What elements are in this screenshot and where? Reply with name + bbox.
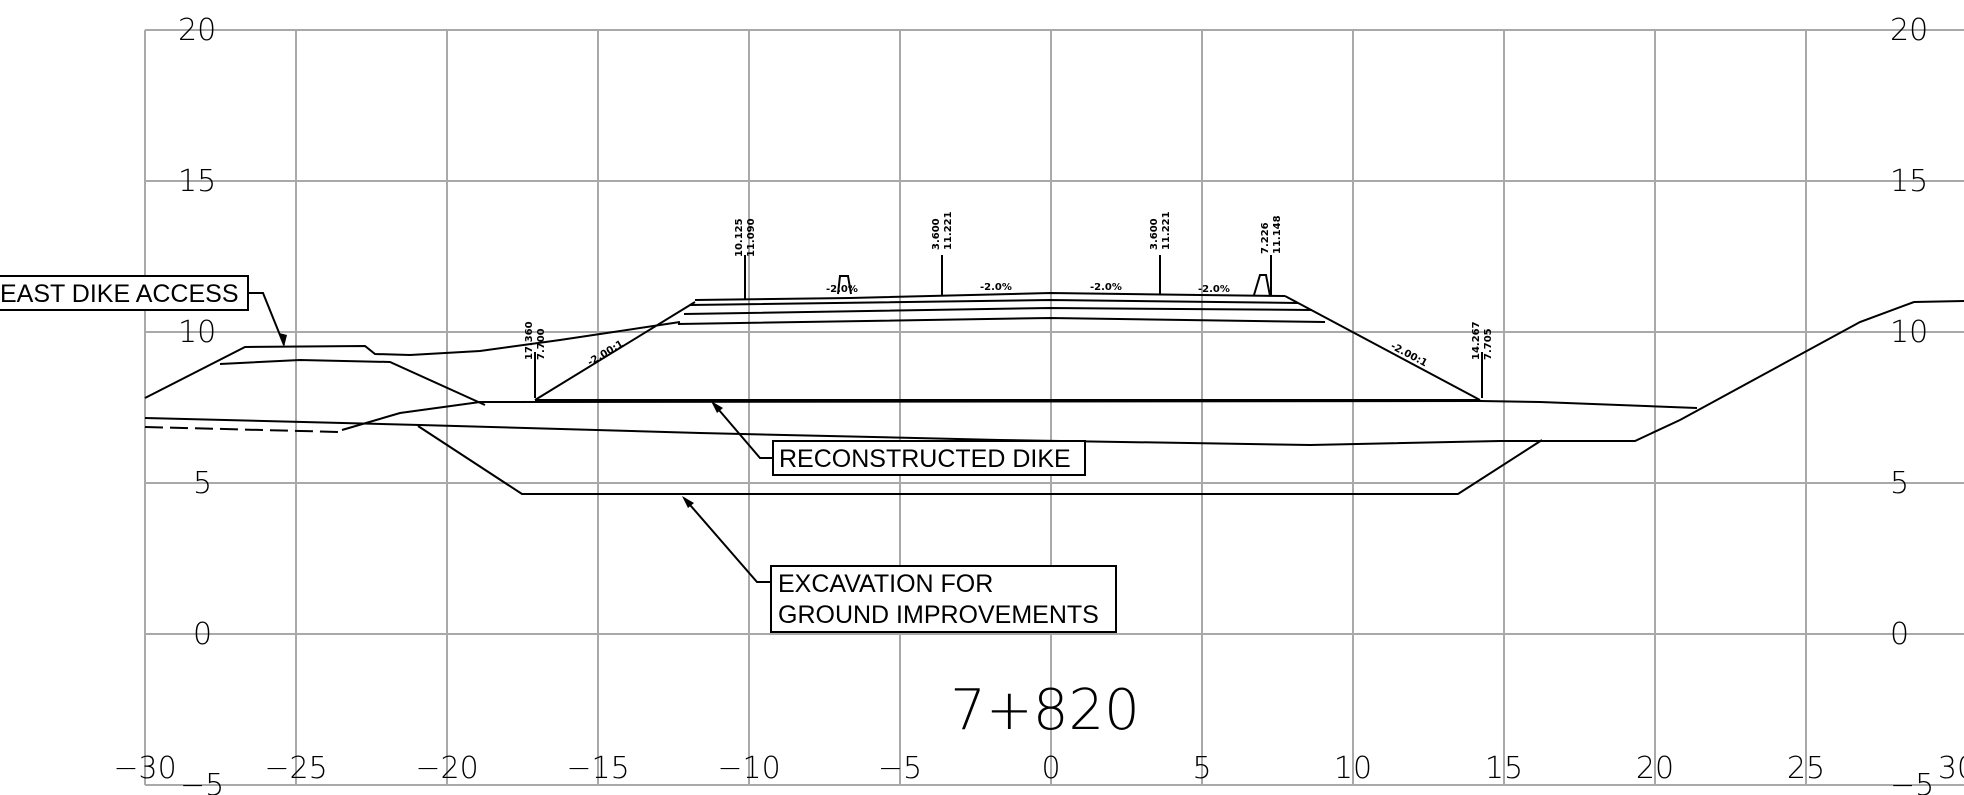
crown-slope-label: -2.0%: [826, 284, 858, 295]
point-offset-label: 17.360: [524, 321, 535, 360]
crown-slope-label: -2.0%: [980, 282, 1012, 293]
x-tick-label: 10: [1334, 751, 1372, 786]
point-station-labels: 17.360 7.700 10.125 11.090 3.600 11.221 …: [524, 211, 1494, 360]
callout-reconstructed-dike: RECONSTRUCTED DIKE: [711, 401, 1086, 476]
y-tick-label: 10: [1890, 315, 1928, 350]
y-axis-left: 20 15 10 5 0 −5: [178, 13, 224, 795]
point-elev-label: 11.221: [1161, 211, 1172, 250]
point-offset-label: 7.226: [1260, 222, 1271, 254]
x-tick-label: −5: [878, 751, 922, 786]
dike-right-slope: [1284, 295, 1481, 401]
dike-crest-layer-4: [677, 316, 1326, 325]
x-tick-label: 15: [1485, 751, 1523, 786]
crown-slope-label: -2.0%: [1198, 284, 1230, 295]
arrowhead-icon: [682, 496, 694, 508]
dike-left-slope: [534, 301, 696, 401]
grid: [144, 29, 1964, 786]
y-tick-label: 20: [1890, 13, 1928, 48]
y-tick-label: 20: [178, 13, 216, 48]
dike-crest-layer-3: [683, 306, 1313, 315]
crown-slope-label: -2.0%: [1090, 282, 1122, 293]
callout-text: RECONSTRUCTED DIKE: [779, 445, 1071, 473]
y-tick-label: 15: [1890, 164, 1928, 199]
east-dike-access-top: [144, 321, 681, 399]
x-tick-label: 20: [1636, 751, 1674, 786]
x-tick-label: −15: [566, 751, 629, 786]
point-elev-label: 11.090: [746, 218, 757, 257]
station-label: 7+820: [950, 678, 1139, 743]
dike-base: [341, 399, 1698, 431]
reconstructed-dike: [341, 291, 1698, 431]
y-tick-label: 5: [1890, 466, 1909, 501]
point-offset-label: 10.125: [734, 218, 745, 257]
slope-labels: -2.00:1 -2.00:1 -2.0% -2.0% -2.0% -2.0%: [586, 282, 1429, 369]
y-tick-label: 0: [1890, 617, 1909, 652]
point-offset-label: 3.600: [931, 218, 942, 250]
x-tick-label: −25: [264, 751, 327, 786]
right-curb-icon: [1253, 274, 1271, 297]
point-elev-label: 11.221: [943, 211, 954, 250]
callout-text: EAST DIKE ACCESS: [0, 280, 239, 308]
y-tick-label: 15: [178, 164, 216, 199]
y-axis-right: 20 15 10 5 0 −5: [1890, 13, 1934, 795]
dike-crest: [694, 291, 1286, 301]
point-offset-label: 3.600: [1149, 218, 1160, 250]
x-axis: −30 −25 −20 −15 −10 −5 0 5 10 15 20 25 3…: [113, 751, 1964, 786]
x-tick-label: 30: [1938, 751, 1964, 786]
y-tick-label: −5: [180, 768, 224, 795]
point-elev-label: 11.148: [1272, 215, 1283, 254]
y-tick-label: 0: [193, 617, 212, 652]
x-tick-label: −30: [113, 751, 176, 786]
callout-text-line2: GROUND IMPROVEMENTS: [778, 601, 1099, 629]
left-curb-icon: [837, 275, 852, 295]
point-offset-label: 14.267: [1471, 321, 1482, 360]
point-elev-label: 7.700: [536, 328, 547, 360]
x-tick-label: 5: [1192, 751, 1211, 786]
existing-ground: [144, 300, 1964, 447]
arrowhead-icon: [279, 333, 287, 347]
y-tick-label: −5: [1890, 768, 1934, 795]
east-dike-access-inner: [219, 358, 486, 406]
existing-ground-line: [144, 300, 1964, 447]
callout-text-line1: EXCAVATION FOR: [778, 570, 993, 598]
x-tick-label: −10: [717, 751, 780, 786]
callout-excavation: EXCAVATION FOR GROUND IMPROVEMENTS: [682, 496, 1117, 633]
callout-east-dike-access: EAST DIKE ACCESS: [0, 275, 287, 347]
x-tick-label: −20: [415, 751, 478, 786]
existing-ground-dashed: [144, 426, 341, 433]
x-tick-label: 0: [1041, 751, 1060, 786]
left-slope-label: -2.00:1: [586, 339, 626, 369]
y-tick-label: 10: [178, 315, 216, 350]
excavation-outline: [417, 425, 1543, 495]
y-tick-label: 5: [193, 466, 212, 501]
point-markers: [534, 255, 1483, 398]
arrowhead-icon: [711, 401, 723, 413]
dike-crest-layer-2: [689, 298, 1299, 306]
point-elev-label: 7.705: [1483, 328, 1494, 360]
x-tick-label: 25: [1787, 751, 1825, 786]
